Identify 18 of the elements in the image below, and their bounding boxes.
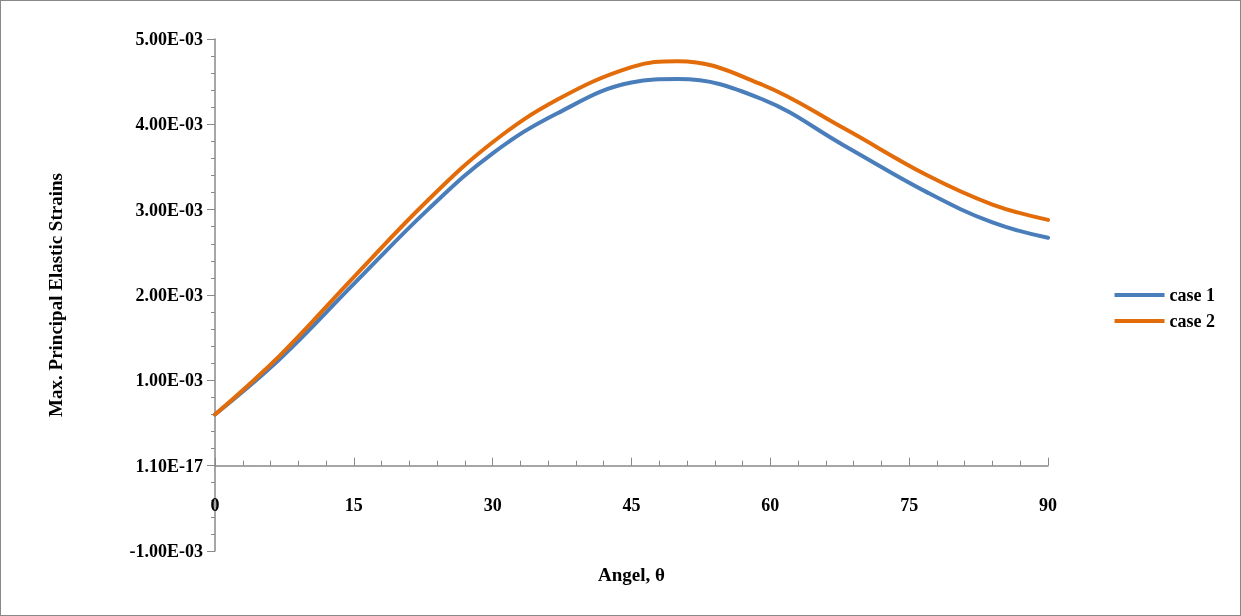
- y-tick-label: 3.00E-03: [135, 199, 203, 220]
- y-tick-label: 4.00E-03: [135, 114, 203, 135]
- legend-label: case 1: [1169, 285, 1215, 305]
- x-tick-label: 45: [622, 495, 641, 515]
- y-tick-label: 1.00E-03: [135, 370, 203, 391]
- x-tick-label: 75: [900, 495, 919, 515]
- legend-label: case 2: [1169, 311, 1215, 331]
- x-tick-label: 0: [210, 495, 220, 515]
- y-tick-label: 2.00E-03: [135, 285, 203, 305]
- y-tick-label: 5.00E-03: [135, 29, 203, 49]
- x-axis-title: Angel, θ: [598, 564, 666, 585]
- y-tick-label: -1.00E-03: [129, 541, 203, 561]
- y-axis-title: Max. Principal Elastic Strains: [45, 173, 66, 417]
- x-tick-label: 60: [761, 495, 780, 515]
- y-tick-label: 1.10E-17: [135, 455, 203, 476]
- x-tick-label: 15: [344, 495, 363, 515]
- x-tick-label: 90: [1039, 495, 1057, 515]
- x-tick-label: 30: [483, 495, 502, 515]
